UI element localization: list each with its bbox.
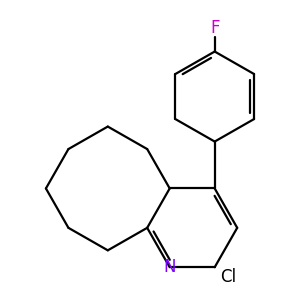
Text: Cl: Cl [220,268,236,286]
Text: F: F [210,19,220,37]
Text: N: N [164,258,176,276]
